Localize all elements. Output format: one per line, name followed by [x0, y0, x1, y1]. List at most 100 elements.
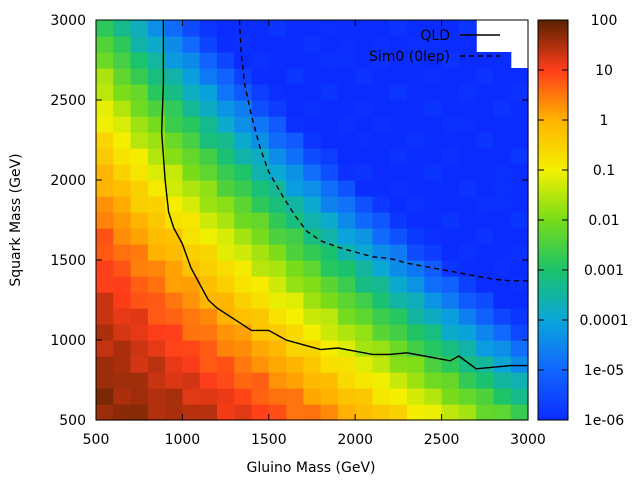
heatmap-cell — [113, 404, 132, 421]
heatmap-cell — [407, 164, 425, 181]
heatmap-cell — [389, 276, 408, 293]
colorbar-segment — [538, 122, 568, 126]
heatmap-cell — [216, 388, 235, 405]
heatmap-cell — [441, 388, 460, 405]
colorbar-segment — [538, 212, 568, 216]
heatmap-cell — [268, 388, 287, 405]
y-tick-label: 1500 — [50, 253, 86, 269]
heatmap-cell — [216, 84, 235, 101]
heatmap-cell — [372, 308, 391, 325]
heatmap-cell — [303, 20, 322, 37]
colorbar-segment — [538, 377, 568, 381]
heatmap-cell — [320, 356, 339, 373]
colorbar-segment — [538, 72, 568, 76]
colorbar-segment — [538, 130, 568, 133]
heatmap-cell — [216, 260, 235, 277]
heatmap-cell — [96, 340, 114, 357]
heatmap-cell — [216, 356, 235, 373]
heatmap-cell — [424, 52, 443, 69]
heatmap-cell — [441, 372, 460, 389]
colorbar-tick-label: 1 — [600, 113, 609, 129]
heatmap-cell — [458, 244, 477, 261]
heatmap-cell — [337, 52, 356, 69]
heatmap-cell — [407, 292, 425, 309]
heatmap-cell — [216, 100, 235, 117]
colorbar-segment — [538, 152, 568, 156]
heatmap-cell — [355, 36, 374, 53]
heatmap-cell — [337, 180, 356, 197]
heatmap-cell — [251, 36, 270, 53]
colorbar-segment — [538, 407, 568, 411]
heatmap-cell — [216, 308, 235, 325]
heatmap-cell — [130, 340, 149, 357]
heatmap-cell — [510, 292, 529, 309]
heatmap-cell — [303, 100, 322, 117]
heatmap-cell — [458, 116, 477, 133]
heatmap-cell — [165, 100, 183, 117]
colorbar-segment — [538, 272, 568, 276]
heatmap-cell — [234, 148, 253, 165]
plot-frame — [95, 19, 529, 421]
heatmap-cell — [286, 260, 304, 277]
colorbar-segment — [538, 405, 568, 408]
heatmap-cell — [182, 36, 201, 53]
colorbar-segment — [538, 22, 568, 26]
colorbar-segment — [538, 260, 568, 263]
heatmap-cell — [147, 228, 166, 245]
heatmap-cell — [476, 276, 495, 293]
colorbar-segment — [538, 220, 568, 223]
heatmap-cell — [216, 372, 235, 389]
heatmap-cell — [130, 196, 149, 213]
colorbar-segment — [538, 257, 568, 261]
heatmap-cell — [147, 180, 166, 197]
heatmap-cell — [234, 52, 253, 69]
colorbar-segment — [538, 170, 568, 173]
heatmap-cell — [424, 180, 443, 197]
heatmap-cell — [355, 324, 374, 341]
heatmap-cell — [424, 228, 443, 245]
heatmap-cell — [320, 20, 339, 37]
heatmap-cell — [303, 260, 322, 277]
heatmap-cell — [424, 276, 443, 293]
heatmap-cell — [320, 404, 339, 421]
heatmap-cell — [441, 404, 460, 421]
heatmap-cell — [251, 228, 270, 245]
heatmap-cell — [130, 324, 149, 341]
colorbar-segment — [538, 65, 568, 68]
heatmap-cell — [216, 148, 235, 165]
heatmap-cell — [372, 260, 391, 277]
heatmap-cell — [441, 324, 460, 341]
heatmap-cell — [286, 388, 304, 405]
heatmap-cell — [96, 244, 114, 261]
heatmap-cell — [424, 68, 443, 85]
heatmap-cell — [458, 404, 477, 421]
heatmap-cell — [441, 340, 460, 357]
heatmap-cell — [147, 372, 166, 389]
heatmap-cell — [476, 84, 495, 101]
heatmap-cell — [251, 356, 270, 373]
colorbar-segment — [538, 47, 568, 51]
colorbar-segment — [538, 97, 568, 101]
heatmap-cell — [303, 404, 322, 421]
heatmap-cell — [182, 68, 201, 85]
heatmap-cell — [320, 196, 339, 213]
heatmap-cell — [510, 84, 529, 101]
heatmap-cell — [286, 212, 304, 229]
heatmap-cell — [113, 276, 132, 293]
heatmap-cell — [234, 212, 253, 229]
heatmap-cell — [303, 324, 322, 341]
heatmap-cell — [407, 116, 425, 133]
heatmap-cell — [493, 292, 512, 309]
colorbar-segment — [538, 382, 568, 386]
heatmap-cell — [424, 212, 443, 229]
colorbar-segment — [538, 280, 568, 283]
heatmap-cell — [303, 116, 322, 133]
heatmap-cell — [355, 356, 374, 373]
colorbar-segment — [538, 237, 568, 241]
heatmap-cell — [389, 52, 408, 69]
colorbar-segment — [538, 57, 568, 61]
heatmap-cell — [268, 36, 287, 53]
colorbar-segment — [538, 110, 568, 113]
heatmap-cell — [286, 84, 304, 101]
colorbar-segment — [538, 207, 568, 211]
